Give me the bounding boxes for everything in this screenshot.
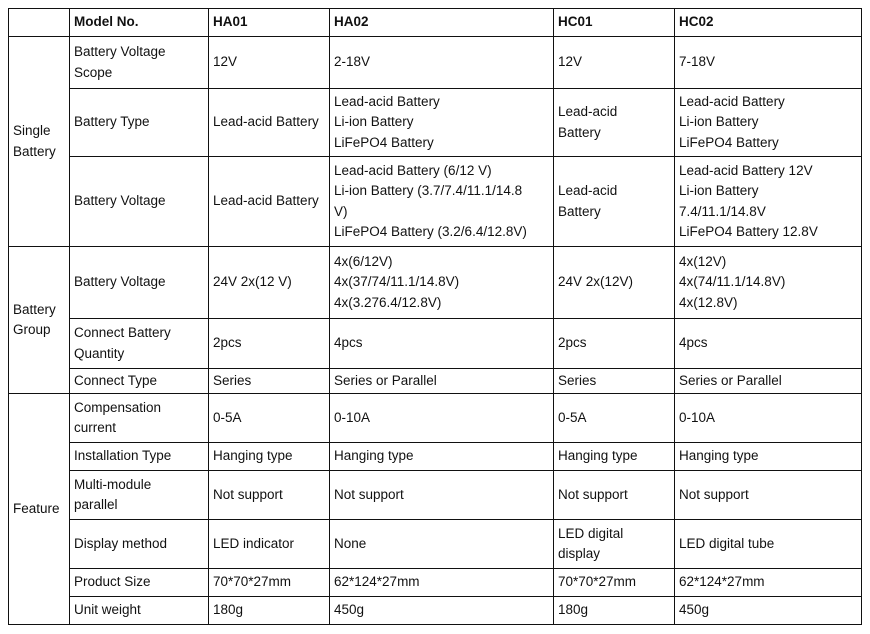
value-cell: 4x(6/12V) 4x(37/74/11.1/14.8V) 4x(3.276.… (329, 246, 554, 319)
value-cell: Lead-acid Battery Li-ion Battery LiFePO4… (674, 88, 862, 157)
table-row: Unit weight 180g 450g 180g 450g (9, 596, 862, 625)
value-cell: 180g (553, 596, 675, 625)
row-label: Display method (69, 519, 209, 569)
value-cell: 180g (208, 596, 330, 625)
corner-cell (8, 8, 70, 37)
value-cell: 2pcs (553, 318, 675, 369)
value-cell: 24V 2x(12V) (553, 246, 675, 319)
value-cell: 0-5A (208, 393, 330, 443)
row-label: Installation Type (69, 442, 209, 471)
value-cell: 0-5A (553, 393, 675, 443)
value-cell: Lead-acid Battery (553, 88, 675, 157)
spec-table: Model No. HA01 HA02 HC01 HC02 Single Bat… (8, 8, 862, 625)
group-label: Feature (8, 393, 70, 625)
value-cell: Not support (208, 470, 330, 520)
value-cell: 2pcs (208, 318, 330, 369)
row-label: Compensation current (69, 393, 209, 443)
value-cell: Series (208, 368, 330, 394)
value-cell: 12V (553, 36, 675, 89)
model-header-ha02: HA02 (329, 8, 554, 37)
table-row: Battery Voltage Lead-acid Battery Lead-aci… (9, 156, 862, 247)
value-cell: 450g (674, 596, 862, 625)
row-label: Unit weight (69, 596, 209, 625)
row-label: Connect Type (69, 368, 209, 394)
value-cell: Series or Parallel (674, 368, 862, 394)
value-cell: Lead-acid Battery (553, 156, 675, 247)
value-cell: 4pcs (674, 318, 862, 369)
table-row: Connect Type Series Series or Parallel Seri… (9, 368, 862, 394)
value-cell: LED indicator (208, 519, 330, 569)
row-label: Connect Battery Quantity (69, 318, 209, 369)
value-cell: 24V 2x(12 V) (208, 246, 330, 319)
value-cell: 0-10A (329, 393, 554, 443)
model-no-header: Model No. (69, 8, 209, 37)
table-row: Battery Group Battery Voltage 24V 2x(12 V)… (8, 246, 862, 394)
table-row: Display method LED indicator None LED digit… (9, 519, 862, 569)
row-label: Multi-module parallel (69, 470, 209, 520)
table-row: Connect Battery Quantity 2pcs 4pcs 2pcs 4pcs (9, 318, 862, 369)
spec-table-body: Model No. HA01 HA02 HC01 HC02 Single Bat… (8, 8, 862, 625)
value-cell: Not support (674, 470, 862, 520)
row-label: Battery Voltage Scope (69, 36, 209, 89)
table-row: Battery Type Lead-acid Battery Lead-acid B… (9, 88, 862, 157)
table-row: Product Size 70*70*27mm 62*124*27mm 70*70*2… (9, 568, 862, 597)
value-cell: 70*70*27mm (553, 568, 675, 597)
table-row: Multi-module parallel Not support Not supp… (9, 470, 862, 520)
value-cell: Not support (329, 470, 554, 520)
value-cell: 4pcs (329, 318, 554, 369)
value-cell: Hanging type (674, 442, 862, 471)
value-cell: Lead-acid Battery 12V Li-ion Battery 7.4… (674, 156, 862, 247)
value-cell: LED digital display (553, 519, 675, 569)
table-row: Single Battery Battery Voltage Scope 12V 2-… (8, 36, 862, 247)
value-cell: Lead-acid Battery (208, 88, 330, 157)
value-cell: 7-18V (674, 36, 862, 89)
value-cell: Hanging type (553, 442, 675, 471)
value-cell: Lead-acid Battery (6/12 V) Li-ion Batter… (329, 156, 554, 247)
value-cell: Not support (553, 470, 675, 520)
value-cell: 0-10A (674, 393, 862, 443)
value-cell: Hanging type (208, 442, 330, 471)
value-cell: Lead-acid Battery (208, 156, 330, 247)
value-cell: Series or Parallel (329, 368, 554, 394)
value-cell: Hanging type (329, 442, 554, 471)
model-header-ha01: HA01 (208, 8, 330, 37)
value-cell: 450g (329, 596, 554, 625)
value-cell: 70*70*27mm (208, 568, 330, 597)
group-label: Single Battery (8, 36, 70, 247)
value-cell: 62*124*27mm (674, 568, 862, 597)
value-cell: None (329, 519, 554, 569)
model-header-hc01: HC01 (553, 8, 675, 37)
model-header-hc02: HC02 (674, 8, 862, 37)
value-cell: 62*124*27mm (329, 568, 554, 597)
value-cell: 2-18V (329, 36, 554, 89)
value-cell: LED digital tube (674, 519, 862, 569)
header-row: Model No. HA01 HA02 HC01 HC02 (8, 8, 862, 37)
value-cell: Series (553, 368, 675, 394)
value-cell: 12V (208, 36, 330, 89)
group-label: Battery Group (8, 246, 70, 394)
value-cell: 4x(12V) 4x(74/11.1/14.8V) 4x(12.8V) (674, 246, 862, 319)
row-label: Battery Voltage (69, 246, 209, 319)
table-row: Installation Type Hanging type Hanging typ… (9, 442, 862, 471)
row-label: Product Size (69, 568, 209, 597)
table-row: Feature Compensation current 0-5A 0-10A 0-5A… (8, 393, 862, 625)
value-cell: Lead-acid Battery Li-ion Battery LiFePO4… (329, 88, 554, 157)
row-label: Battery Voltage (69, 156, 209, 247)
row-label: Battery Type (69, 88, 209, 157)
